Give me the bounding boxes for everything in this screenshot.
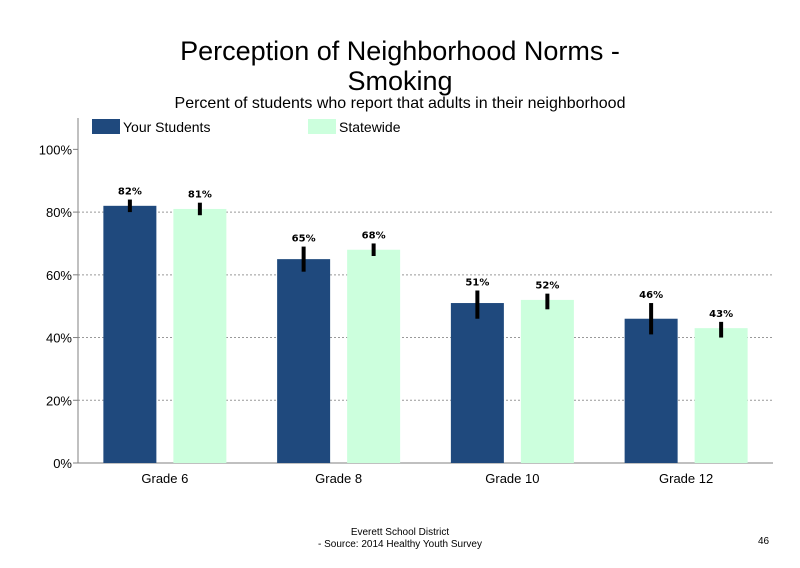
- bar: [103, 205, 157, 463]
- y-tick-label: 80%: [46, 205, 72, 220]
- data-label: 52%: [535, 281, 559, 292]
- chart-title-line1: Perception of Neighborhood Norms -: [180, 36, 620, 66]
- legend-swatch: [92, 119, 120, 134]
- footer-district: Everett School District: [350, 527, 450, 538]
- legend-label: Your Students: [123, 119, 210, 135]
- data-label: 43%: [709, 309, 733, 320]
- x-tick-label: Grade 10: [485, 471, 539, 486]
- bar: [520, 299, 574, 463]
- y-tick-label: 20%: [46, 393, 72, 408]
- data-label: 46%: [639, 290, 663, 301]
- y-tick-label: 100%: [39, 142, 73, 157]
- x-tick-label: Grade 8: [315, 471, 362, 486]
- bar: [450, 303, 504, 463]
- data-label: 82%: [118, 187, 142, 198]
- chart-title-line2: Smoking: [347, 66, 453, 96]
- y-tick-label: 0%: [53, 456, 72, 471]
- footer-source: - Source: 2014 Healthy Youth Survey: [318, 539, 482, 550]
- page-number: 46: [758, 536, 770, 547]
- bar: [277, 259, 331, 463]
- data-label: 51%: [465, 278, 489, 289]
- bar: [173, 208, 227, 463]
- x-tick-label: Grade 6: [141, 471, 188, 486]
- y-tick-label: 40%: [46, 331, 72, 346]
- x-tick-label: Grade 12: [659, 471, 713, 486]
- data-label: 65%: [292, 234, 316, 245]
- bar: [624, 318, 678, 463]
- chart-subtitle: Percent of students who report that adul…: [174, 95, 626, 112]
- y-tick-label: 60%: [46, 268, 72, 283]
- data-label: 68%: [362, 230, 386, 241]
- bar: [347, 249, 401, 463]
- bar: [694, 328, 748, 463]
- data-label: 81%: [188, 190, 212, 201]
- legend-swatch: [308, 119, 336, 134]
- legend-label: Statewide: [339, 119, 401, 135]
